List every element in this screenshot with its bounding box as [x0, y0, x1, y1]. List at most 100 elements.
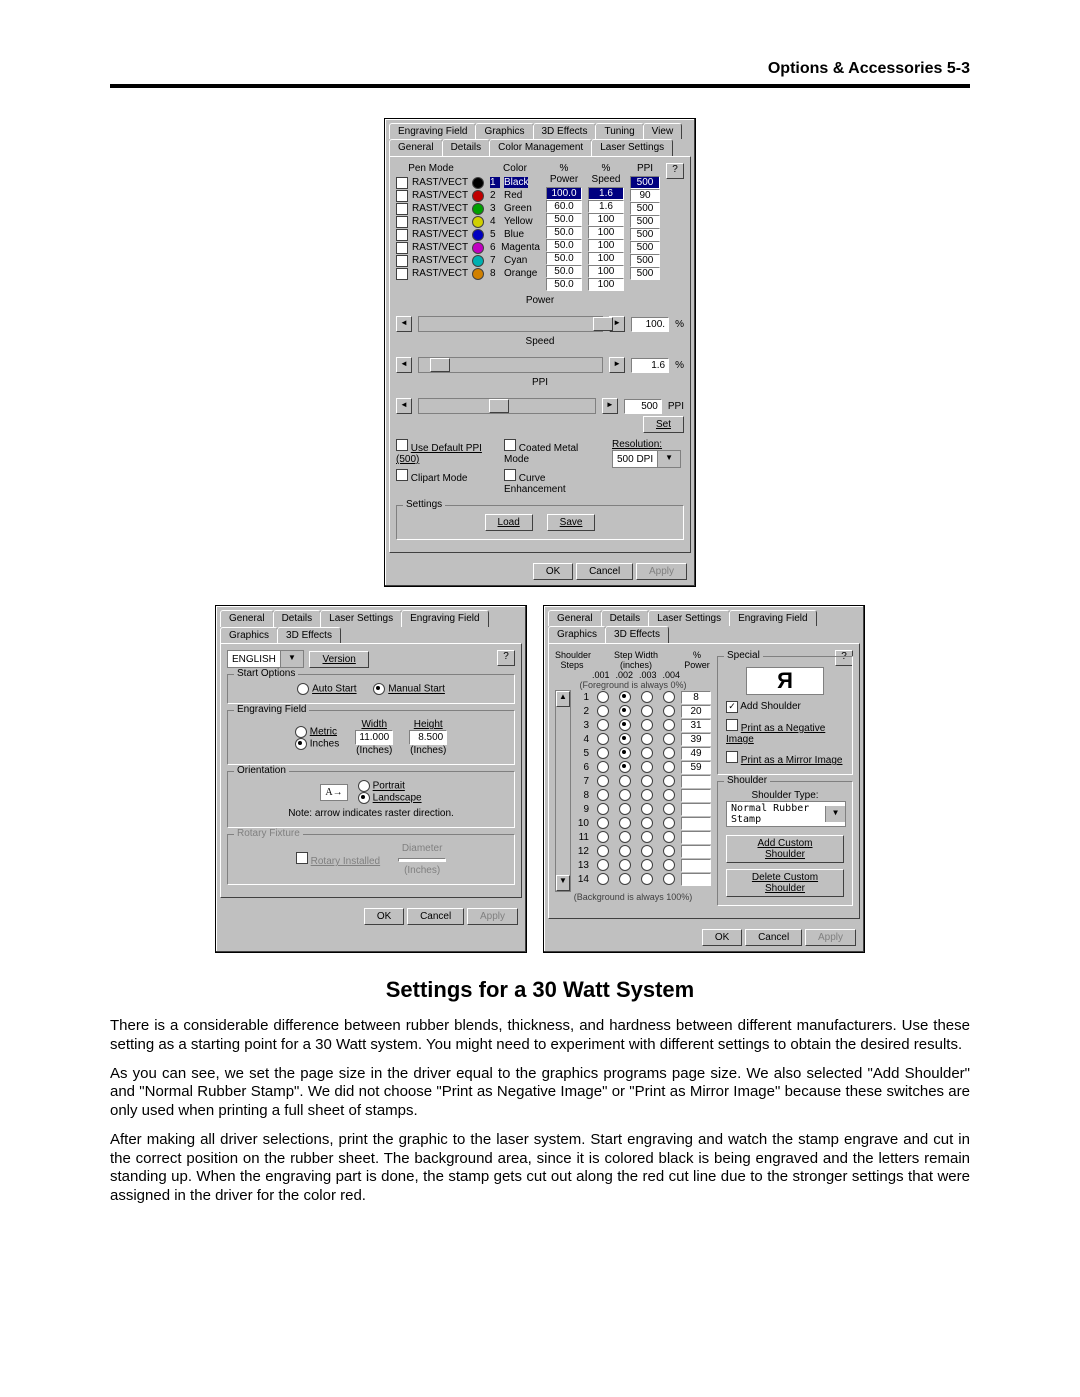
- tab-engraving-field[interactable]: Engraving Field: [401, 610, 488, 627]
- step-power-value[interactable]: [681, 845, 711, 858]
- step-radio[interactable]: [597, 761, 609, 773]
- tab-details[interactable]: Details: [273, 610, 322, 627]
- rotary-checkbox[interactable]: [296, 852, 308, 864]
- step-power-value[interactable]: [681, 775, 711, 788]
- tab-laser-settings[interactable]: Laser Settings: [320, 610, 402, 627]
- step-radio[interactable]: [597, 873, 609, 885]
- speed-slider-right[interactable]: ►: [609, 357, 625, 373]
- ok-button[interactable]: OK: [533, 563, 573, 580]
- step-radio[interactable]: [597, 747, 609, 759]
- step-radio[interactable]: [663, 705, 675, 717]
- step-power-value[interactable]: 59: [681, 761, 711, 774]
- negative-checkbox[interactable]: [726, 719, 738, 731]
- step-radio[interactable]: [641, 719, 653, 731]
- add-custom-shoulder-button[interactable]: Add Custom Shoulder: [726, 835, 844, 863]
- step-radio[interactable]: [641, 831, 653, 843]
- step-radio[interactable]: [663, 733, 675, 745]
- apply-button[interactable]: Apply: [805, 929, 856, 946]
- save-button[interactable]: Save: [547, 514, 596, 531]
- step-power-value[interactable]: 20: [681, 705, 711, 718]
- step-radio[interactable]: [619, 705, 631, 717]
- step-radio[interactable]: [663, 803, 675, 815]
- height-input[interactable]: 8.500: [409, 730, 447, 745]
- language-dropdown[interactable]: ENGLISH▼: [227, 650, 304, 668]
- step-radio[interactable]: [619, 873, 631, 885]
- tab-3d-effects[interactable]: 3D Effects: [533, 123, 597, 139]
- tab-graphics[interactable]: Graphics: [220, 627, 278, 643]
- tab-3d-effects[interactable]: 3D Effects: [277, 627, 341, 643]
- step-radio[interactable]: [641, 747, 653, 759]
- pen-checkbox[interactable]: [396, 190, 408, 202]
- ppi-slider-right[interactable]: ►: [602, 398, 618, 414]
- tab-general[interactable]: General: [220, 610, 274, 627]
- step-radio[interactable]: [641, 761, 653, 773]
- tab-laser-settings[interactable]: Laser Settings: [591, 139, 673, 156]
- tab-tuning[interactable]: Tuning: [595, 123, 643, 139]
- step-radio[interactable]: [663, 747, 675, 759]
- cancel-button[interactable]: Cancel: [407, 908, 464, 925]
- delete-custom-shoulder-button[interactable]: Delete Custom Shoulder: [726, 869, 844, 897]
- step-radio[interactable]: [641, 859, 653, 871]
- step-radio[interactable]: [641, 789, 653, 801]
- step-radio[interactable]: [663, 789, 675, 801]
- tab-view[interactable]: View: [643, 123, 683, 139]
- ok-button[interactable]: OK: [702, 929, 742, 946]
- pen-checkbox[interactable]: [396, 229, 408, 241]
- step-radio[interactable]: [663, 859, 675, 871]
- step-radio[interactable]: [619, 761, 631, 773]
- metal-checkbox[interactable]: [504, 439, 516, 451]
- step-radio[interactable]: [663, 691, 675, 703]
- ppi-slider-left[interactable]: ◄: [396, 398, 412, 414]
- portrait-radio[interactable]: [358, 780, 370, 792]
- step-radio[interactable]: [663, 817, 675, 829]
- step-radio[interactable]: [619, 691, 631, 703]
- mirror-checkbox[interactable]: [726, 751, 738, 763]
- tab-general[interactable]: General: [389, 139, 443, 156]
- apply-button[interactable]: Apply: [636, 563, 687, 580]
- speed-slider[interactable]: [418, 357, 603, 373]
- tab-general[interactable]: General: [548, 610, 602, 626]
- apply-button[interactable]: Apply: [467, 908, 518, 925]
- tab-graphics[interactable]: Graphics: [548, 626, 606, 643]
- pen-checkbox[interactable]: [396, 242, 408, 254]
- tab-engraving-field[interactable]: Engraving Field: [389, 123, 476, 139]
- step-radio[interactable]: [663, 873, 675, 885]
- step-radio[interactable]: [619, 719, 631, 731]
- step-radio[interactable]: [597, 803, 609, 815]
- step-radio[interactable]: [641, 705, 653, 717]
- step-radio[interactable]: [597, 789, 609, 801]
- step-power-value[interactable]: [681, 873, 711, 886]
- step-radio[interactable]: [663, 719, 675, 731]
- step-radio[interactable]: [597, 831, 609, 843]
- step-radio[interactable]: [663, 831, 675, 843]
- step-power-value[interactable]: [681, 817, 711, 830]
- step-power-value[interactable]: [681, 789, 711, 802]
- tab-details[interactable]: Details: [442, 139, 491, 156]
- step-radio[interactable]: [597, 845, 609, 857]
- step-radio[interactable]: [641, 775, 653, 787]
- step-radio[interactable]: [619, 775, 631, 787]
- step-radio[interactable]: [619, 831, 631, 843]
- power-slider[interactable]: [418, 316, 603, 332]
- speed-value[interactable]: 1.6: [631, 358, 669, 373]
- tab-graphics[interactable]: Graphics: [475, 123, 533, 139]
- use-default-ppi-checkbox[interactable]: [396, 439, 408, 451]
- ppi-value[interactable]: 500: [624, 399, 662, 414]
- step-power-value[interactable]: [681, 831, 711, 844]
- width-input[interactable]: 11.000: [355, 730, 393, 745]
- step-radio[interactable]: [597, 859, 609, 871]
- step-radio[interactable]: [597, 705, 609, 717]
- step-radio[interactable]: [641, 845, 653, 857]
- step-radio[interactable]: [641, 803, 653, 815]
- step-radio[interactable]: [663, 775, 675, 787]
- help-button[interactable]: ?: [497, 650, 515, 666]
- power-slider-left[interactable]: ◄: [396, 316, 412, 332]
- resolution-dropdown[interactable]: 500 DPI▼: [612, 450, 681, 468]
- set-button[interactable]: Set: [643, 416, 684, 433]
- step-radio[interactable]: [597, 719, 609, 731]
- curve-checkbox[interactable]: [504, 469, 516, 481]
- step-radio[interactable]: [663, 761, 675, 773]
- pen-checkbox[interactable]: [396, 216, 408, 228]
- step-radio[interactable]: [619, 817, 631, 829]
- step-radio[interactable]: [619, 803, 631, 815]
